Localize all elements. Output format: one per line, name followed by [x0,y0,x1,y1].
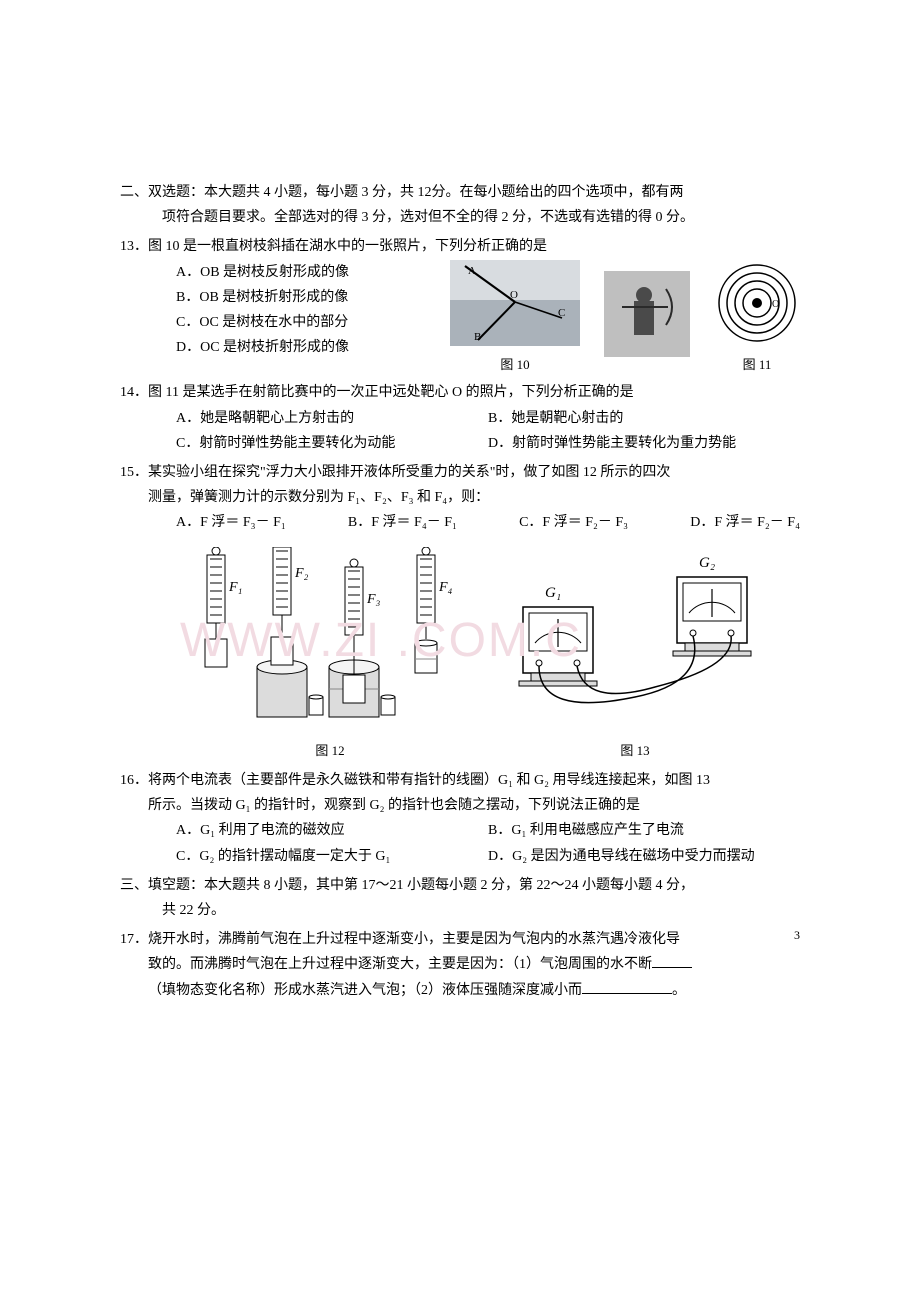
fig10-label-O: O [510,289,518,301]
q13-figures: A B C O 图 10 [450,260,800,377]
q14-opt-A: A．她是略朝靶心上方射击的 [176,406,488,431]
q13-stem: 13．图 10 是一根直树枝斜插在湖水中的一张照片，下列分析正确的是 [120,234,800,259]
q15-opt-C: C．F 浮＝ F₂－ F₃ [519,510,628,535]
fig13-label-G2: G₂ [699,555,715,571]
blank-2 [582,980,672,994]
fig13-caption: 图 13 [505,739,765,762]
q17: 17．烧开水时，沸腾前气泡在上升过程中逐渐变小，主要是因为气泡内的水蒸汽遇冷液化… [120,927,800,1003]
q15: 15．某实验小组在探究"浮力大小跟排开液体所受重力的关系"时，做了如图 12 所… [120,460,800,762]
fig12-label-F1: F₁ [228,580,242,595]
figure-11-target: O 图 11 [714,260,800,377]
q17-line3-period: 。 [672,983,686,998]
q16: 16．将两个电流表（主要部件是永久磁铁和带有指针的线圈）G₁ 和 G₂ 用导线连… [120,768,800,869]
fig13-svg: G₁ G₂ [505,547,765,727]
fig10-caption: 图 10 [450,353,580,376]
fig12-caption: 图 12 [195,739,465,762]
q15-opt-D: D．F 浮＝ F₂－ F₄ [690,510,800,535]
svg-text:O: O [772,299,779,310]
section3-header: 三、填空题：本大题共 8 小题，其中第 17～21 小题每小题 2 分，第 22… [120,873,800,923]
q14-stem: 14．图 11 是某选手在射箭比赛中的一次正中远处靶心 O 的照片，下列分析正确… [120,380,800,405]
q16-stem1: 16．将两个电流表（主要部件是永久磁铁和带有指针的线圈）G₁ 和 G₂ 用导线连… [120,768,800,793]
q14-opt-C: C．射箭时弹性势能主要转化为动能 [176,431,488,456]
fig12-label-F4: F₄ [438,580,453,595]
section2-header: 二、双选题：本大题共 4 小题，每小题 3 分，共 12分。在每小题给出的四个选… [120,180,800,230]
figure-13: G₁ G₂ 图 13 [505,547,765,762]
q16-opt-C: C．G₂ 的指针摆动幅度一定大于 G₁ [176,844,488,869]
figure-11-archer [604,271,690,364]
fig12-label-F2: F₂ [294,566,309,581]
q15-stem1: 15．某实验小组在探究"浮力大小跟排开液体所受重力的关系"时，做了如图 12 所… [120,460,800,485]
fig12-svg: F₁ F₂ [195,547,465,727]
q16-opt-B: B．G₁ 利用电磁感应产生了电流 [488,818,800,843]
fig11-caption: 图 11 [714,353,800,376]
q13: 13．图 10 是一根直树枝斜插在湖水中的一张照片，下列分析正确的是 A B C… [120,234,800,376]
q15-options: A．F 浮＝ F₃－ F₁ B．F 浮＝ F₄－ F₁ C．F 浮＝ F₂－ F… [120,510,800,535]
q15-opt-A: A．F 浮＝ F₃－ F₁ [176,510,286,535]
q15-opt-B: B．F 浮＝ F₄－ F₁ [348,510,457,535]
fig12-label-F3: F₃ [366,592,381,607]
q16-opt-A: A．G₁ 利用了电流的磁效应 [176,818,488,843]
q17-line1: 17．烧开水时，沸腾前气泡在上升过程中逐渐变小，主要是因为气泡内的水蒸汽遇冷液化… [120,927,800,952]
q14: 14．图 11 是某选手在射箭比赛中的一次正中远处靶心 O 的照片，下列分析正确… [120,380,800,456]
q17-line3-text: （填物态变化名称）形成水蒸汽进入气泡；（2）液体压强随深度减小而 [148,983,582,998]
q17-line2: 致的。而沸腾时气泡在上升过程中逐渐变大，主要是因为：（1）气泡周围的水不断 [120,952,800,977]
fig10-label-C: C [558,307,565,319]
q17-line2-text: 致的。而沸腾时气泡在上升过程中逐渐变大，主要是因为：（1）气泡周围的水不断 [148,957,652,972]
section3-line2: 共 22 分。 [120,898,800,923]
figure-12: F₁ F₂ [195,547,465,762]
fig10-label-A: A [468,265,476,277]
fig10-label-B: B [474,331,481,343]
q17-line3: （填物态变化名称）形成水蒸汽进入气泡；（2）液体压强随深度减小而 。 [120,978,800,1003]
fig10-svg: A B C O [450,260,580,346]
section3-line1: 三、填空题：本大题共 8 小题，其中第 17～21 小题每小题 2 分，第 22… [120,873,800,898]
fig11-target-svg: O [714,260,800,346]
q15-stem2: 测量，弹簧测力计的示数分别为 F₁、F₂、F₃ 和 F₄，则： [120,485,800,510]
fig11-archer-svg [604,271,690,357]
figures-12-13: F₁ F₂ [160,547,800,762]
section2-line1: 二、双选题：本大题共 4 小题，每小题 3 分，共 12分。在每小题给出的四个选… [120,180,800,205]
q16-opt-D: D．G₂ 是因为通电导线在磁场中受力而摆动 [488,844,800,869]
fig13-label-G1: G₁ [545,585,561,601]
q16-stem2: 所示。当拨动 G₁ 的指针时，观察到 G₂ 的指针也会随之摆动，下列说法正确的是 [120,793,800,818]
blank-1 [652,954,692,968]
page-number: 3 [794,925,800,947]
q14-opt-B: B．她是朝靶心射击的 [488,406,800,431]
q14-opt-D: D．射箭时弹性势能主要转化为重力势能 [488,431,800,456]
figure-10: A B C O 图 10 [450,260,580,377]
section2-line2: 项符合题目要求。全部选对的得 3 分，选对但不全的得 2 分，不选或有选错的得 … [120,205,800,230]
